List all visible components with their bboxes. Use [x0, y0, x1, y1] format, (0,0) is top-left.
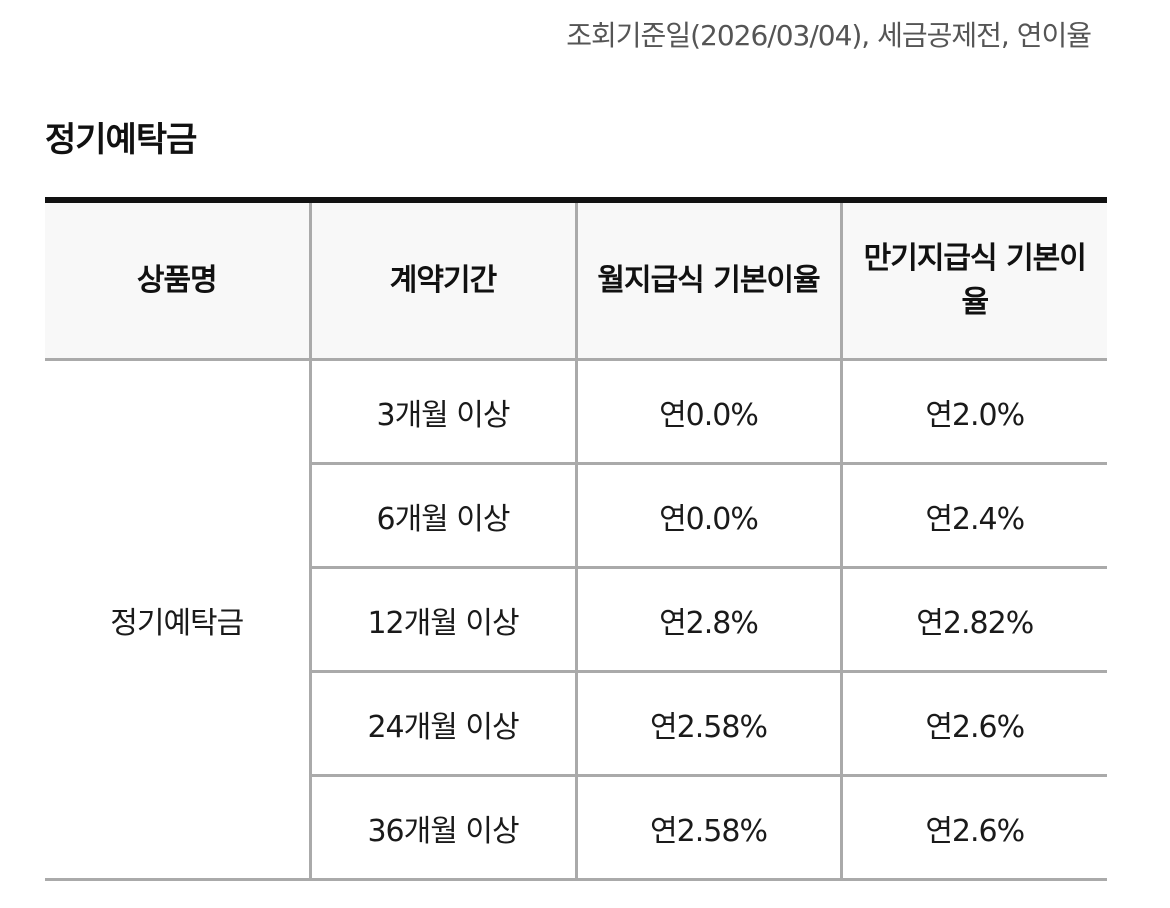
product-name-cell: 정기예탁금	[45, 359, 310, 881]
reference-date-notice: 조회기준일(2026/03/04), 세금공제전, 연이율	[566, 19, 1092, 52]
period-cell: 3개월 이상	[308, 359, 576, 465]
table-header: 상품명 계약기간 월지급식 기본이율 만기지급식 기본이율	[45, 200, 1107, 361]
header-contract-period: 계약기간	[308, 200, 576, 361]
monthly-rate-cell: 연0.0%	[574, 359, 841, 465]
maturity-rate-cell: 연2.0%	[839, 359, 1107, 465]
header-maturity-rate: 만기지급식 기본이율	[839, 200, 1107, 361]
monthly-rate-cell: 연2.58%	[574, 775, 841, 881]
header-product-name: 상품명	[45, 200, 310, 361]
period-cell: 24개월 이상	[308, 671, 576, 777]
maturity-rate-cell: 연2.6%	[839, 671, 1107, 777]
period-cell: 12개월 이상	[308, 567, 576, 673]
maturity-rate-cell: 연2.4%	[839, 463, 1107, 569]
header-monthly-rate: 월지급식 기본이율	[574, 200, 841, 361]
interest-rate-table: 상품명 계약기간 월지급식 기본이율 만기지급식 기본이율 정기예탁금 3개월 …	[45, 197, 1107, 881]
maturity-rate-cell: 연2.6%	[839, 775, 1107, 881]
table-row: 6개월 이상 연0.0% 연2.4%	[45, 463, 1107, 569]
monthly-rate-cell: 연2.58%	[574, 671, 841, 777]
period-cell: 36개월 이상	[308, 775, 576, 881]
table-header-row: 상품명 계약기간 월지급식 기본이율 만기지급식 기본이율	[45, 200, 1107, 361]
monthly-rate-cell: 연2.8%	[574, 567, 841, 673]
maturity-rate-cell: 연2.82%	[839, 567, 1107, 673]
table-body: 정기예탁금 3개월 이상 연0.0% 연2.0% 6개월 이상 연0.0% 연2…	[45, 359, 1107, 881]
section-title: 정기예탁금	[45, 120, 197, 160]
period-cell: 6개월 이상	[308, 463, 576, 569]
monthly-rate-cell: 연0.0%	[574, 463, 841, 569]
table-row: 정기예탁금 3개월 이상 연0.0% 연2.0%	[45, 359, 1107, 881]
table-row: 36개월 이상 연2.58% 연2.6%	[45, 775, 1107, 881]
table-row: 24개월 이상 연2.58% 연2.6%	[45, 671, 1107, 777]
table-row: 12개월 이상 연2.8% 연2.82%	[45, 567, 1107, 673]
